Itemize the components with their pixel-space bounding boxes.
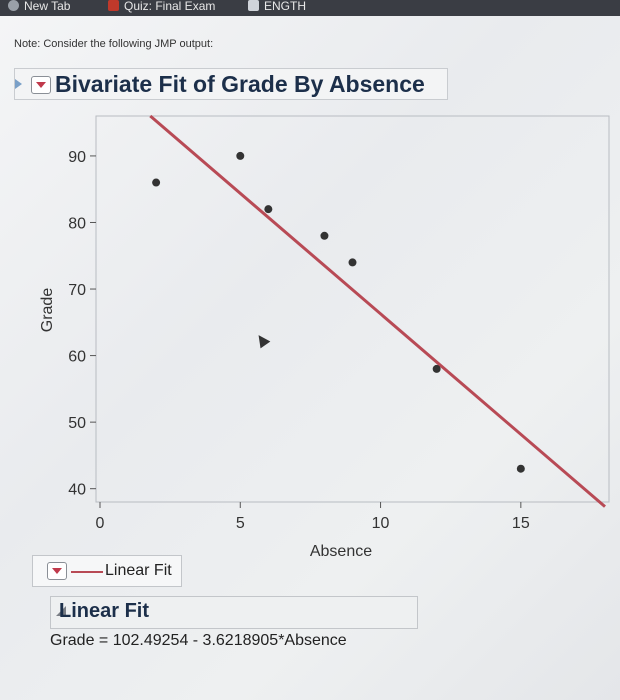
linear-fit-header: Linear Fit	[50, 596, 418, 629]
data-point	[516, 464, 525, 473]
x-tick-label: 10	[372, 515, 390, 532]
x-tick-label: 0	[96, 515, 105, 532]
browser-tab-label: ENGTH	[264, 0, 306, 13]
x-tick-label: 15	[512, 515, 530, 532]
quiz-icon	[108, 0, 119, 11]
legend-box: Linear Fit	[32, 555, 182, 587]
data-point	[236, 151, 245, 160]
plot-frame	[95, 115, 610, 503]
data-point	[432, 364, 441, 373]
disclosure-triangle-icon[interactable]	[15, 79, 22, 89]
y-tick-label: 70	[68, 282, 86, 299]
report-header: Bivariate Fit of Grade By Absence	[14, 68, 448, 100]
browser-tab-new[interactable]: New Tab	[8, 0, 70, 16]
legend-line-swatch	[71, 571, 103, 573]
fit-equation: Grade = 102.49254 - 3.6218905*Absence	[50, 632, 347, 649]
linear-fit-title: Linear Fit	[59, 600, 150, 622]
question-note: Note: Consider the following JMP output:	[14, 38, 214, 50]
red-triangle-menu-button[interactable]	[31, 76, 51, 94]
y-tick-label: 60	[68, 349, 86, 366]
collapse-triangle-icon[interactable]	[56, 606, 66, 616]
y-tick-label: 90	[68, 149, 86, 166]
red-triangle-icon	[52, 568, 62, 574]
data-point	[320, 231, 329, 240]
x-tick-label: 5	[236, 515, 245, 532]
browser-tab-quiz[interactable]: Quiz: Final Exam	[108, 0, 215, 16]
report-title: Bivariate Fit of Grade By Absence	[55, 71, 425, 97]
browser-tab-bar: New Tab Quiz: Final Exam ENGTH	[0, 0, 620, 16]
linear-fit-line	[149, 114, 606, 508]
data-point	[152, 178, 161, 187]
y-axis-label: Grade	[39, 288, 56, 333]
globe-icon	[8, 0, 19, 11]
x-axis-label: Absence	[310, 543, 372, 560]
browser-tab-doc[interactable]: ENGTH	[248, 0, 306, 16]
red-triangle-icon	[36, 82, 46, 88]
document-icon	[248, 0, 259, 11]
browser-tab-label: New Tab	[24, 0, 71, 13]
linear-fit-menu-button[interactable]	[47, 562, 67, 580]
y-tick-label: 80	[68, 215, 86, 232]
legend-label: Linear Fit	[105, 562, 172, 579]
y-tick-label: 40	[68, 482, 86, 499]
browser-tab-label: Quiz: Final Exam	[124, 0, 216, 13]
data-point	[348, 258, 357, 267]
data-point	[264, 205, 273, 214]
y-tick-label: 50	[68, 415, 86, 432]
